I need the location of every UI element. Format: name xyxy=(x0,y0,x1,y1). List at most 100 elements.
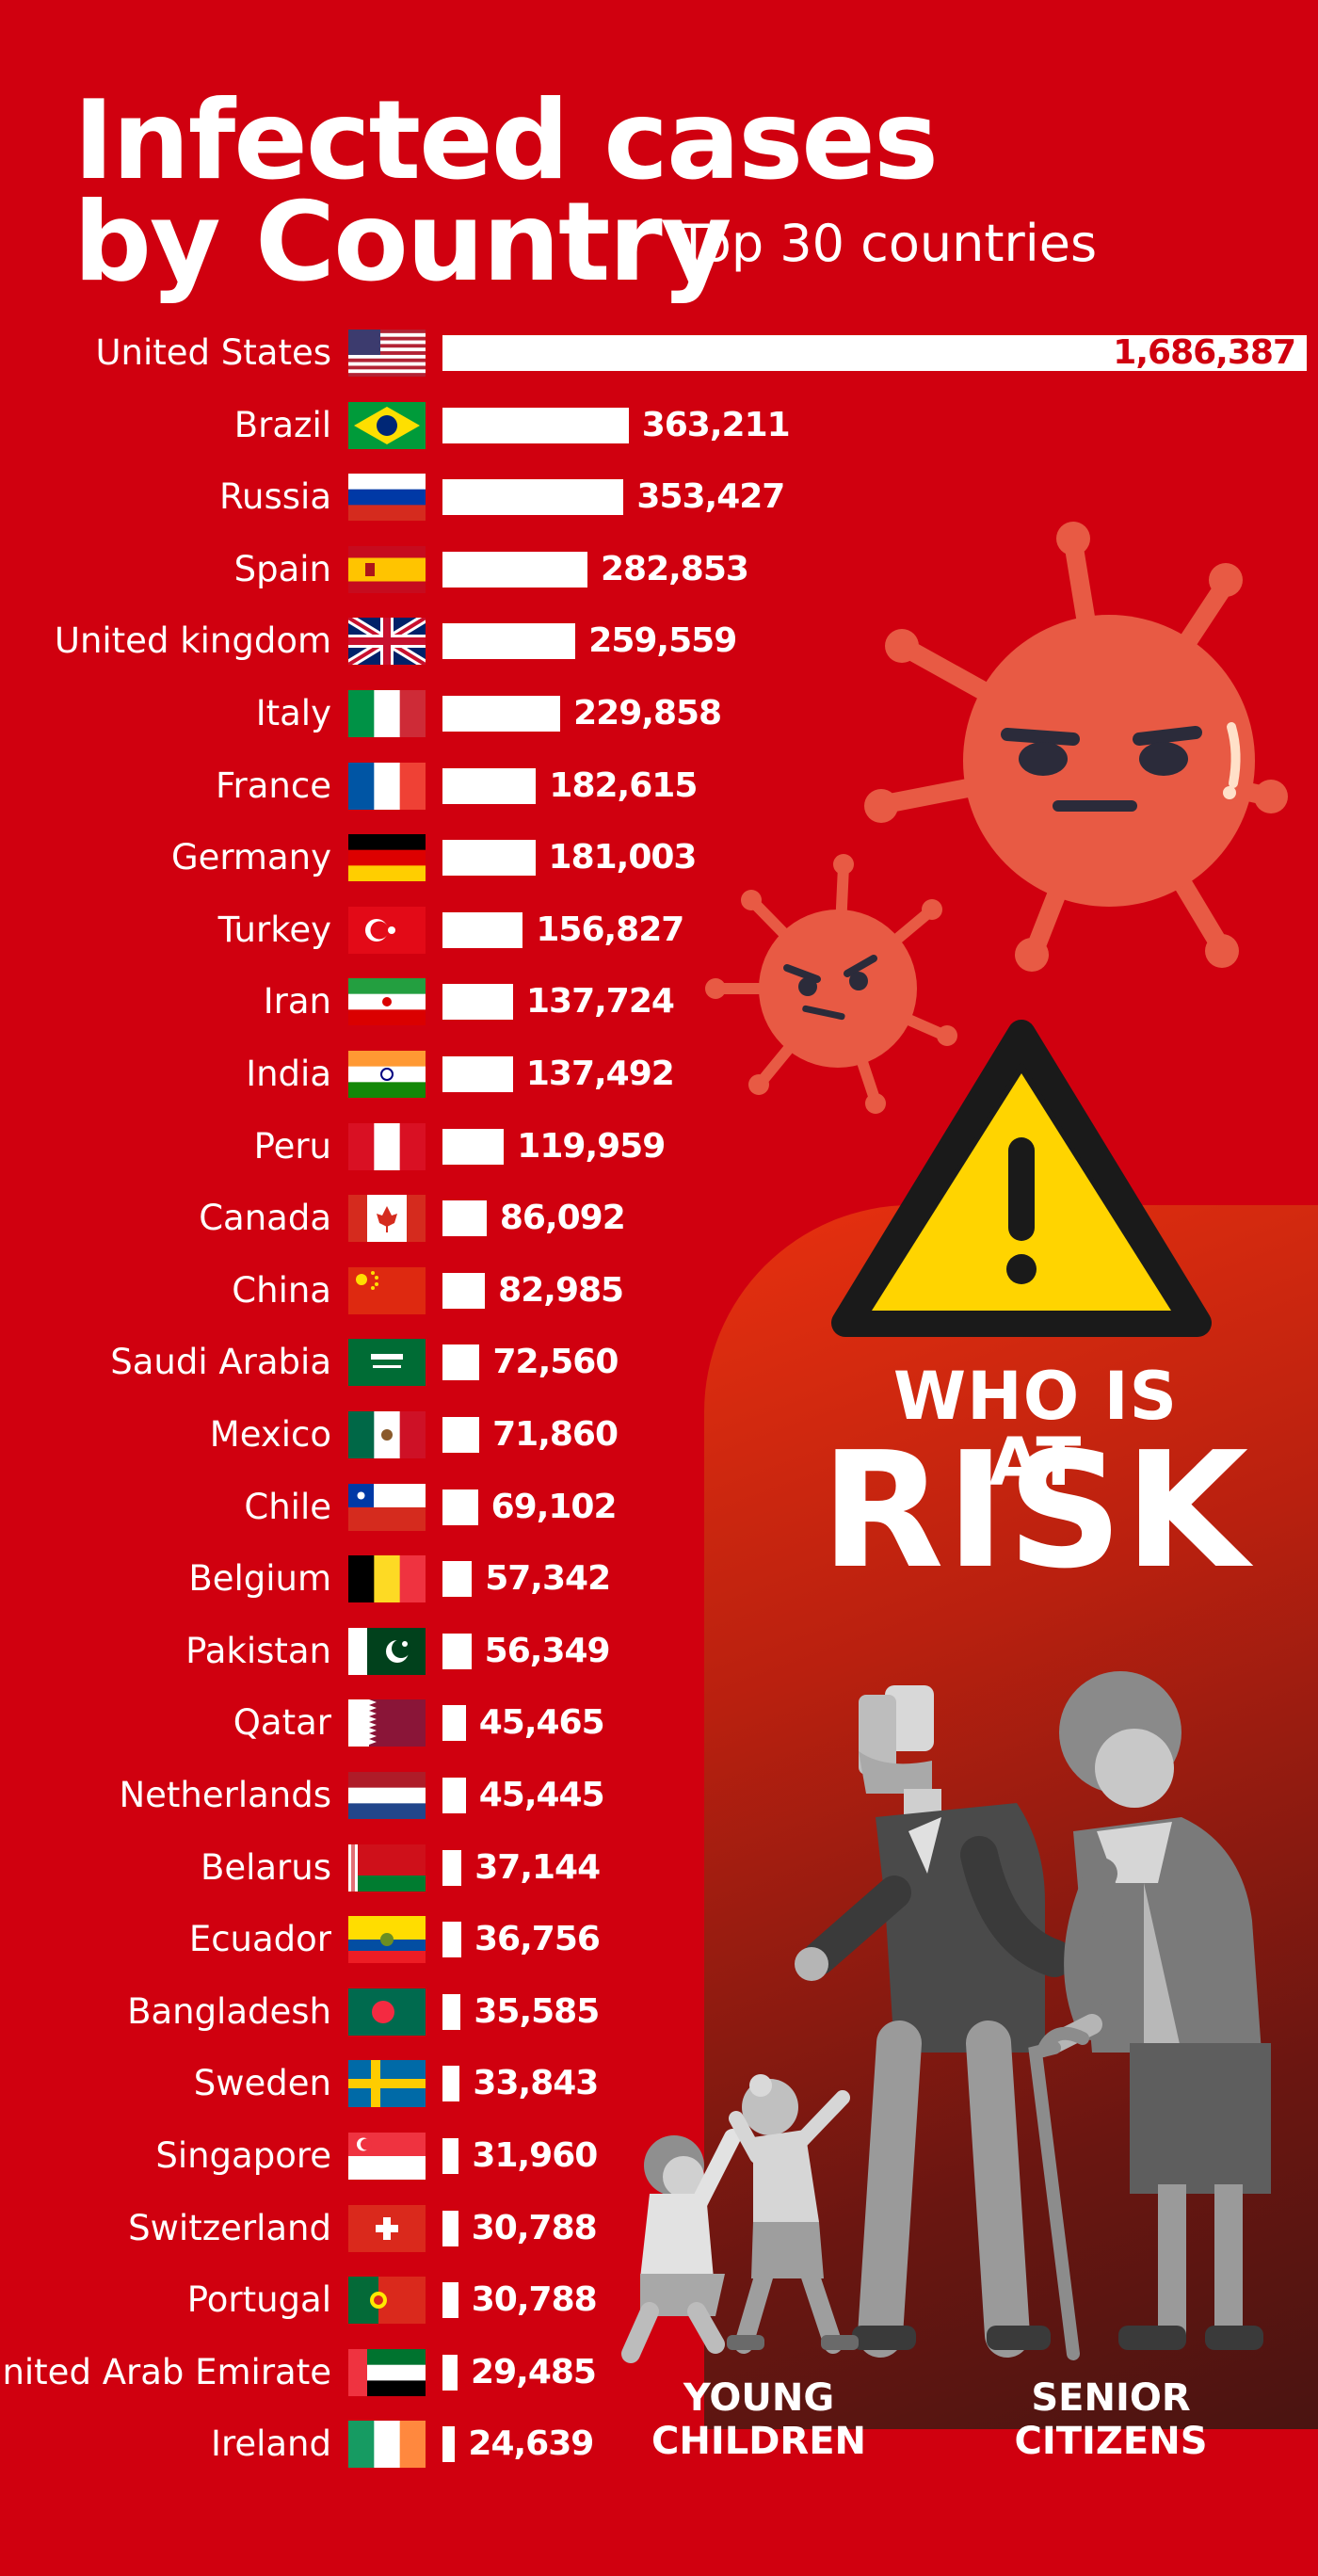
flag-icon-ae xyxy=(348,2348,426,2396)
chart-row: United kingdom 259,559 xyxy=(0,613,1318,669)
chart-row: Canada 86,092 xyxy=(0,1190,1318,1247)
value-label: 72,560 xyxy=(492,1343,619,1382)
flag-icon-gb xyxy=(348,618,426,666)
bar xyxy=(442,696,561,732)
chart-row: Sweden 33,843 xyxy=(0,2055,1318,2112)
value-label: 29,485 xyxy=(471,2352,597,2391)
bar xyxy=(442,984,513,1021)
value-label: 57,342 xyxy=(485,1559,611,1599)
value-label: 363,211 xyxy=(641,405,791,444)
flag-icon-it xyxy=(348,690,426,737)
chart-row: France 182,615 xyxy=(0,758,1318,814)
value-label: 56,349 xyxy=(484,1631,611,1670)
group-young-children: YOUNG CHILDREN xyxy=(651,2376,866,2463)
value-label: 37,144 xyxy=(474,1847,601,1887)
flag-icon-br xyxy=(348,401,426,449)
flag-icon-ru xyxy=(348,474,426,522)
value-label: 24,639 xyxy=(468,2424,594,2464)
chart-row: Portugal 30,788 xyxy=(0,2272,1318,2328)
value-label: 33,843 xyxy=(473,2064,599,2103)
chart-row: United Arab Emirate 29,485 xyxy=(0,2344,1318,2401)
chart-row: Peru 119,959 xyxy=(0,1119,1318,1175)
value-label: 35,585 xyxy=(474,1991,600,2031)
chart-row: Pakistan 56,349 xyxy=(0,1623,1318,1680)
bar xyxy=(442,840,536,877)
category-label: France xyxy=(215,765,331,806)
group-senior-citizens: SENIOR CITIZENS xyxy=(1014,2376,1208,2463)
category-label: Canada xyxy=(199,1198,331,1239)
chart-row: China 82,985 xyxy=(0,1263,1318,1319)
chart-row: Brazil 363,211 xyxy=(0,397,1318,454)
bar xyxy=(442,1849,462,1886)
bar xyxy=(442,1778,466,1813)
bar xyxy=(442,2138,459,2174)
bar xyxy=(442,1922,461,1958)
value-label: 119,959 xyxy=(517,1126,666,1166)
title-line-1: Infected cases xyxy=(73,77,939,204)
category-label: Singapore xyxy=(155,2135,331,2176)
bar xyxy=(442,2282,458,2319)
bar xyxy=(442,1489,478,1525)
value-label: 82,985 xyxy=(498,1270,624,1310)
flag-icon-ca xyxy=(348,1195,426,1243)
bar xyxy=(442,2210,458,2246)
bar xyxy=(442,911,523,948)
flag-icon-ec xyxy=(348,1916,426,1964)
category-label: Portugal xyxy=(186,2279,331,2321)
category-label: United kingdom xyxy=(54,620,331,662)
category-label: Belgium xyxy=(188,1558,331,1600)
bar xyxy=(442,479,624,516)
bar xyxy=(442,1128,505,1165)
chart-row: Italy 229,858 xyxy=(0,685,1318,742)
value-label: 282,853 xyxy=(600,549,749,588)
category-label: Netherlands xyxy=(119,1775,331,1815)
flag-icon-by xyxy=(348,1843,426,1892)
category-label: Russia xyxy=(218,476,331,518)
category-label: Qatar xyxy=(233,1702,331,1744)
category-label: Brazil xyxy=(233,404,331,445)
bar xyxy=(442,1200,487,1237)
bar xyxy=(442,1272,486,1309)
flag-icon-es xyxy=(348,545,426,593)
bar xyxy=(442,767,537,804)
value-label: 30,788 xyxy=(471,2280,598,2320)
flag-icon-pk xyxy=(348,1627,426,1675)
value-label: 86,092 xyxy=(499,1199,626,1238)
value-label: 36,756 xyxy=(474,1920,601,1959)
category-label: Italy xyxy=(255,693,331,733)
value-label: 31,960 xyxy=(472,2136,598,2175)
chart-row: Ireland 24,639 xyxy=(0,2416,1318,2472)
title-line-2: by Country xyxy=(73,179,731,306)
chart-row: Bangladesh 35,585 xyxy=(0,1984,1318,2040)
flag-icon-in xyxy=(348,1051,426,1098)
value-label: 137,492 xyxy=(525,1055,675,1093)
category-label: Spain xyxy=(233,548,331,589)
bar xyxy=(442,2426,456,2463)
category-label: United Arab Emirate xyxy=(0,2351,331,2392)
flag-icon-cl xyxy=(348,1483,426,1531)
flag-icon-se xyxy=(348,2060,426,2108)
category-label: Chile xyxy=(244,1486,331,1527)
flag-icon-tr xyxy=(348,906,426,954)
flag-icon-ch xyxy=(348,2204,426,2252)
subtitle: Top 30 countries xyxy=(678,214,1098,273)
virus-icon-small xyxy=(705,854,957,1114)
value-label: 1,686,387 xyxy=(1113,333,1296,372)
chart-row: Singapore 31,960 xyxy=(0,2128,1318,2184)
category-label: Germany xyxy=(170,837,331,878)
category-label: Belarus xyxy=(200,1846,331,1888)
chart-row: Germany 181,003 xyxy=(0,829,1318,886)
category-label: Turkey xyxy=(217,909,331,950)
category-label: United States xyxy=(95,332,331,373)
flag-icon-cn xyxy=(348,1266,426,1314)
flag-icon-ie xyxy=(348,2421,426,2469)
value-label: 353,427 xyxy=(636,477,785,517)
bar xyxy=(442,623,576,660)
chart-row: Mexico 71,860 xyxy=(0,1407,1318,1463)
value-label: 71,860 xyxy=(492,1415,619,1454)
category-label: Switzerland xyxy=(128,2207,331,2248)
flag-icon-fr xyxy=(348,762,426,810)
bar xyxy=(442,1633,472,1669)
